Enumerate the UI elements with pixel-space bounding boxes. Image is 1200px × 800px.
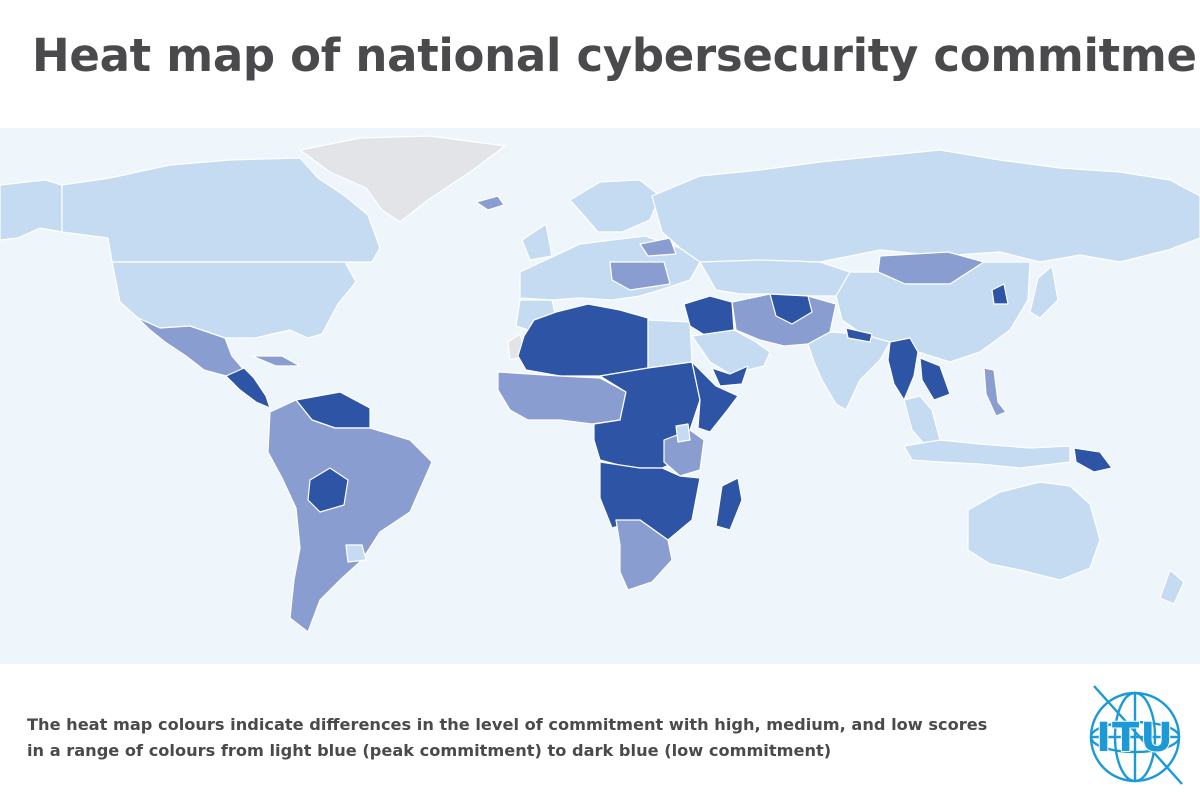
region-myanmar[interactable] xyxy=(887,337,919,401)
region-uk-ireland[interactable] xyxy=(521,223,553,261)
region-indonesia[interactable] xyxy=(903,439,1071,469)
region-nepal[interactable] xyxy=(845,327,873,343)
region-new-zealand[interactable] xyxy=(1159,569,1185,605)
region-japan[interactable] xyxy=(1029,265,1059,319)
region-central-asia[interactable] xyxy=(699,259,851,297)
region-west-africa[interactable] xyxy=(497,371,627,425)
region-kenya-tanzania[interactable] xyxy=(663,429,705,477)
region-southern-africa[interactable] xyxy=(615,519,673,591)
region-canada[interactable] xyxy=(61,157,381,263)
region-egypt[interactable] xyxy=(647,319,693,369)
region-north-korea[interactable] xyxy=(991,283,1009,305)
itu-globe-logo-icon xyxy=(1089,685,1183,785)
region-greenland[interactable] xyxy=(299,135,506,223)
region-horn-of-africa[interactable] xyxy=(691,361,739,433)
region-east-africa[interactable] xyxy=(675,423,691,443)
region-alaska[interactable] xyxy=(0,179,63,241)
region-iceland[interactable] xyxy=(475,195,505,211)
region-papua-new-guinea[interactable] xyxy=(1073,447,1113,473)
region-south-america[interactable] xyxy=(267,399,433,633)
region-philippines[interactable] xyxy=(983,367,1007,417)
map-svg xyxy=(0,128,1200,664)
region-central-america[interactable] xyxy=(225,367,271,409)
region-afghanistan[interactable] xyxy=(769,293,813,325)
region-cuba[interactable] xyxy=(251,355,301,367)
itu-logo: ITU xyxy=(1080,680,1190,790)
region-uruguay[interactable] xyxy=(345,544,367,563)
region-madagascar[interactable] xyxy=(715,477,743,531)
caption-line-1: The heat map colours indicate difference… xyxy=(27,715,988,734)
world-heat-map xyxy=(0,128,1200,664)
region-australia[interactable] xyxy=(967,481,1101,581)
region-bolivia[interactable] xyxy=(307,467,349,513)
region-balkans[interactable] xyxy=(609,261,671,291)
caption-line-2: in a range of colours from light blue (p… xyxy=(27,741,832,760)
region-arabian-peninsula[interactable] xyxy=(691,329,771,375)
itu-logo-text: ITU xyxy=(1095,715,1174,761)
map-caption: The heat map colours indicate difference… xyxy=(27,712,1057,764)
region-belarus[interactable] xyxy=(639,237,677,257)
region-yemen[interactable] xyxy=(711,365,749,387)
region-laos-cambodia[interactable] xyxy=(919,357,951,401)
page-title: Heat map of national cybersecurity commi… xyxy=(32,29,1200,82)
region-scandinavia[interactable] xyxy=(569,179,661,233)
